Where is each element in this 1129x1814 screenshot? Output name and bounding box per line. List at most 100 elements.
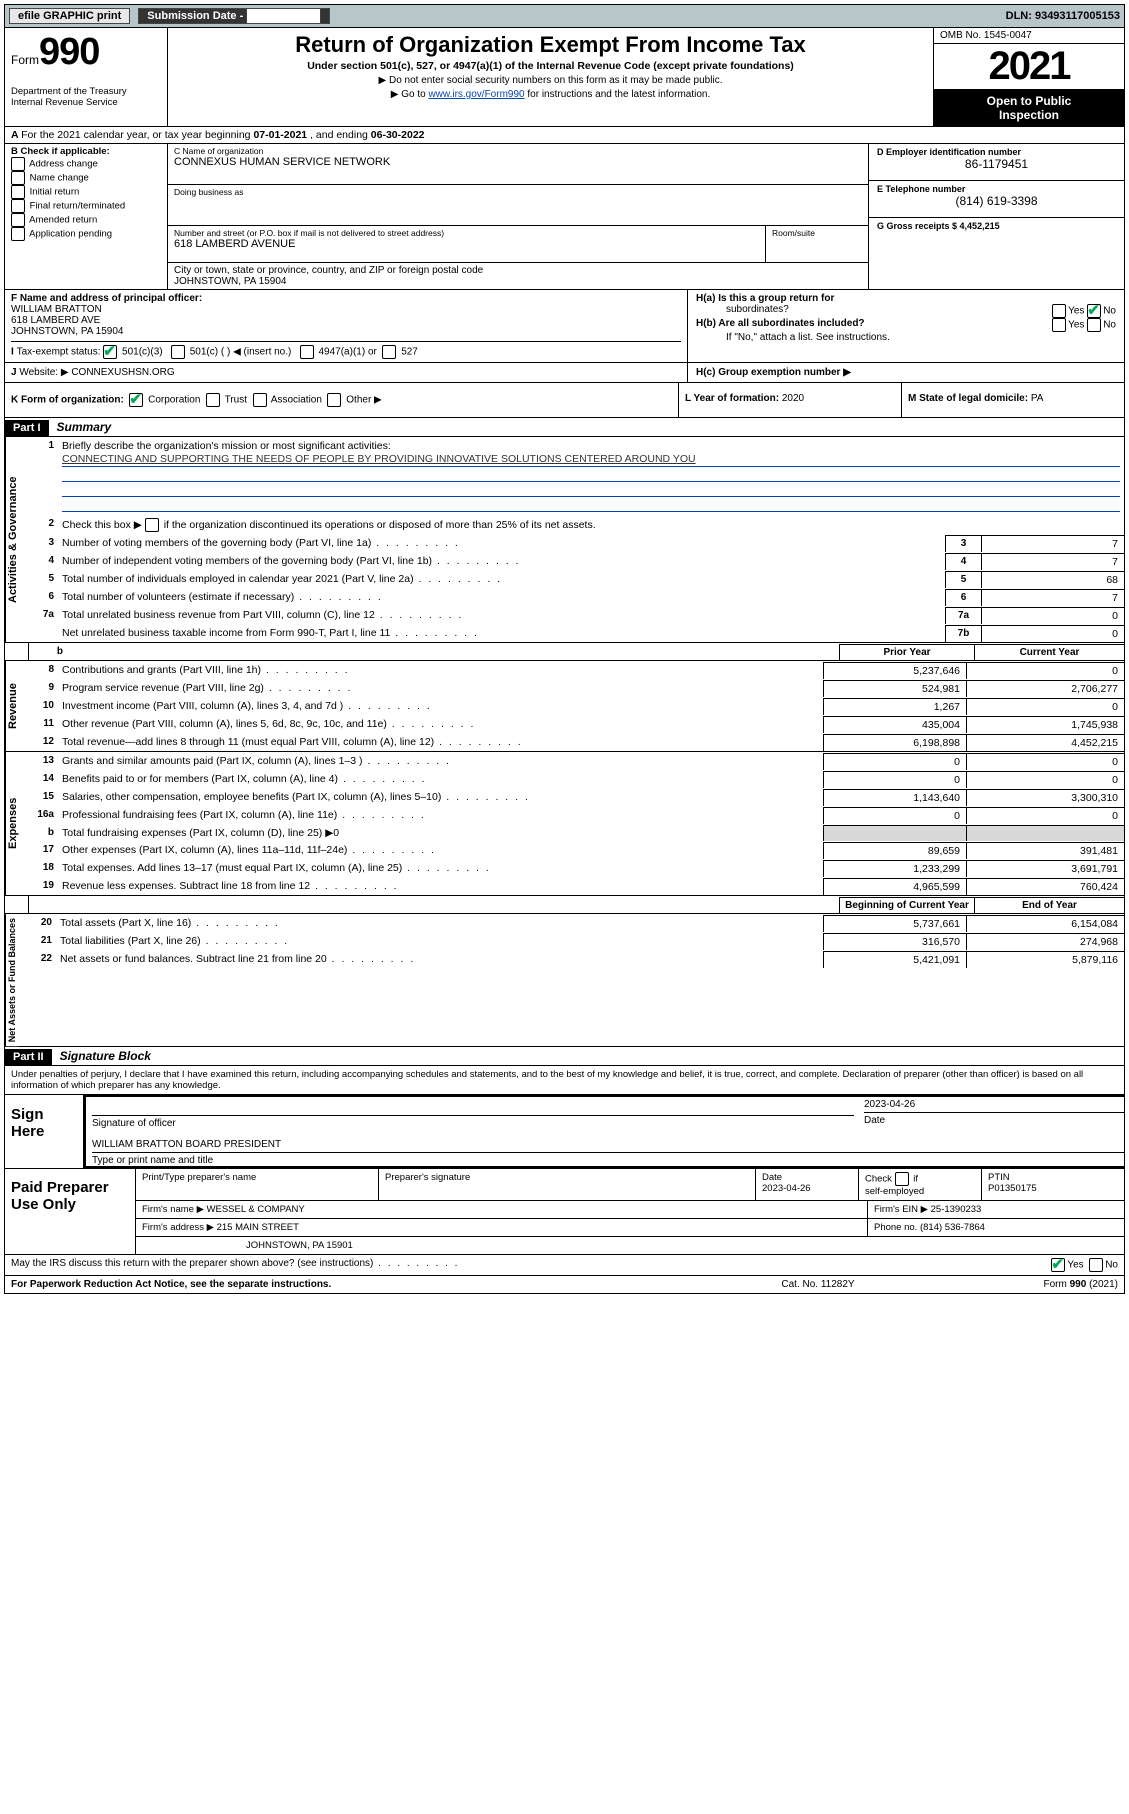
penalty-declaration: Under penalties of perjury, I declare th… bbox=[5, 1066, 1124, 1095]
ssn-warning: ▶ Do not enter social security numbers o… bbox=[178, 75, 923, 86]
vert-spacer bbox=[5, 643, 29, 660]
form-word: Form bbox=[11, 53, 39, 67]
dln: DLN: 93493117005153 bbox=[1006, 10, 1120, 22]
paid-preparer-block: Paid Preparer Use Only Print/Type prepar… bbox=[5, 1169, 1124, 1255]
line-b: bTotal fundraising expenses (Part IX, co… bbox=[20, 824, 1124, 841]
vert-label-balances: Net Assets or Fund Balances bbox=[5, 914, 18, 1046]
chk-501c[interactable] bbox=[171, 345, 185, 359]
page-footer: For Paperwork Reduction Act Notice, see … bbox=[5, 1276, 1124, 1293]
net-assets-block: Net Assets or Fund Balances 20Total asse… bbox=[5, 914, 1124, 1046]
street-label: Number and street (or P.O. box if mail i… bbox=[174, 228, 759, 238]
expenses-block: Expenses 13Grants and similar amounts pa… bbox=[5, 752, 1124, 896]
line-12: 12Total revenue—add lines 8 through 11 (… bbox=[20, 733, 1124, 751]
submission-date-label: Submission Date - 2023-04-27 bbox=[138, 10, 329, 22]
current-year-header: Current Year bbox=[974, 644, 1124, 660]
chk-name-change[interactable] bbox=[11, 171, 25, 185]
summary-line-7b: Net unrelated business taxable income fr… bbox=[20, 624, 1124, 642]
group-exemption: H(c) Group exemption number ▶ bbox=[688, 363, 1124, 382]
chk-association[interactable] bbox=[253, 393, 267, 407]
chk-initial-return[interactable] bbox=[11, 185, 25, 199]
part2-header: Part IISignature Block bbox=[5, 1047, 1124, 1066]
prep-sig-hdr: Preparer's signature bbox=[379, 1169, 756, 1200]
beginning-year-header: Beginning of Current Year bbox=[839, 897, 974, 913]
efile-print-button[interactable]: efile GRAPHIC print bbox=[9, 8, 130, 24]
line-14: 14Benefits paid to or for members (Part … bbox=[20, 770, 1124, 788]
line-10: 10Investment income (Part VIII, column (… bbox=[20, 697, 1124, 715]
form-title-block: Return of Organization Exempt From Incom… bbox=[168, 28, 933, 126]
street: 618 LAMBERD AVENUE bbox=[174, 238, 759, 250]
firm-phone: Phone no. (814) 536-7864 bbox=[868, 1219, 1124, 1236]
form-header: Form990 Department of the Treasury Inter… bbox=[5, 28, 1124, 127]
prep-self-employed: Check ifself-employed bbox=[859, 1169, 982, 1200]
b-stub: b bbox=[29, 644, 67, 660]
form-number: 990 bbox=[39, 31, 99, 73]
ein-label: D Employer identification number bbox=[877, 147, 1116, 157]
line-15: 15Salaries, other compensation, employee… bbox=[20, 788, 1124, 806]
mission-label: Briefly describe the organization's miss… bbox=[62, 440, 1120, 452]
footer-right: Form 990 (2021) bbox=[918, 1279, 1118, 1290]
form-id-block: Form990 Department of the Treasury Inter… bbox=[5, 28, 168, 126]
line-17: 17Other expenses (Part IX, column (A), l… bbox=[20, 841, 1124, 859]
website-hc-row: J Website: ▶ CONNEXUSHSN.ORG H(c) Group … bbox=[5, 363, 1124, 383]
firm-address: Firm's address ▶ 215 MAIN STREET bbox=[136, 1219, 868, 1236]
city-label: City or town, state or province, country… bbox=[174, 265, 862, 276]
chk-self-employed[interactable] bbox=[895, 1172, 909, 1186]
mission-blank-3 bbox=[62, 498, 1120, 512]
chk-discuss-yes[interactable] bbox=[1051, 1258, 1065, 1272]
chk-ha-no[interactable] bbox=[1087, 304, 1101, 318]
line-20: 20Total assets (Part X, line 16)5,737,66… bbox=[18, 914, 1124, 932]
year-of-formation: L Year of formation: 2020 bbox=[678, 383, 901, 417]
activities-governance-block: Activities & Governance 1 Briefly descri… bbox=[5, 437, 1124, 643]
chk-final-return[interactable] bbox=[11, 199, 25, 213]
efile-bar: efile GRAPHIC print Submission Date - 20… bbox=[5, 5, 1124, 28]
website: J Website: ▶ CONNEXUSHSN.ORG bbox=[5, 363, 688, 382]
chk-amended-return[interactable] bbox=[11, 213, 25, 227]
officer-name-label: Type or print name and title bbox=[92, 1155, 1124, 1166]
paid-preparer-label: Paid Preparer Use Only bbox=[5, 1169, 136, 1254]
prior-year-header: Prior Year bbox=[839, 644, 974, 660]
firm-name: Firm's name ▶ WESSEL & COMPANY bbox=[136, 1201, 868, 1218]
line-21: 21Total liabilities (Part X, line 26)316… bbox=[18, 932, 1124, 950]
chk-501c3[interactable] bbox=[103, 345, 117, 359]
line-8: 8Contributions and grants (Part VIII, li… bbox=[20, 661, 1124, 679]
principal-officer: F Name and address of principal officer:… bbox=[5, 290, 688, 362]
officer-name-title: WILLIAM BRATTON BOARD PRESIDENT bbox=[92, 1139, 1124, 1150]
group-return-block: H(a) Is this a group return for subordin… bbox=[688, 290, 1124, 362]
city-state-zip: JOHNSTOWN, PA 15904 bbox=[174, 276, 862, 287]
mission-text: CONNECTING AND SUPPORTING THE NEEDS OF P… bbox=[62, 453, 1120, 467]
chk-address-change[interactable] bbox=[11, 157, 25, 171]
chk-4947a1[interactable] bbox=[300, 345, 314, 359]
chk-trust[interactable] bbox=[206, 393, 220, 407]
instructions-link-line: ▶ Go to www.irs.gov/Form990 for instruct… bbox=[178, 89, 923, 100]
chk-ha-yes[interactable] bbox=[1052, 304, 1066, 318]
chk-other[interactable] bbox=[327, 393, 341, 407]
summary-line-3: 3Number of voting members of the governi… bbox=[20, 534, 1124, 552]
irs-link[interactable]: www.irs.gov/Form990 bbox=[428, 89, 524, 100]
chk-hb-yes[interactable] bbox=[1052, 318, 1066, 332]
chk-hb-no[interactable] bbox=[1087, 318, 1101, 332]
line-16a: 16aProfessional fundraising fees (Part I… bbox=[20, 806, 1124, 824]
chk-discuss-no[interactable] bbox=[1089, 1258, 1103, 1272]
chk-527[interactable] bbox=[382, 345, 396, 359]
b-stub-txt bbox=[67, 644, 839, 660]
summary-table: Activities & Governance 1 Briefly descri… bbox=[5, 437, 1124, 1047]
balance-header-row: Beginning of Current Year End of Year bbox=[5, 896, 1124, 914]
line-19: 19Revenue less expenses. Subtract line 1… bbox=[20, 877, 1124, 895]
summary-line-6: 6Total number of volunteers (estimate if… bbox=[20, 588, 1124, 606]
line-18: 18Total expenses. Add lines 13–17 (must … bbox=[20, 859, 1124, 877]
summary-line-4: 4Number of independent voting members of… bbox=[20, 552, 1124, 570]
ein-phone-gross: D Employer identification number 86-1179… bbox=[869, 144, 1124, 289]
sig-date: 2023-04-26 bbox=[864, 1099, 1124, 1110]
officer-group-block: F Name and address of principal officer:… bbox=[5, 290, 1124, 363]
gross-receipts: G Gross receipts $ 4,452,215 bbox=[877, 221, 1000, 231]
chk-application-pending[interactable] bbox=[11, 227, 25, 241]
vert-spacer-2 bbox=[5, 896, 29, 913]
chk-corporation[interactable] bbox=[129, 393, 143, 407]
form-subtitle: Under section 501(c), 527, or 4947(a)(1)… bbox=[178, 60, 923, 72]
vert-label-governance: Activities & Governance bbox=[5, 437, 20, 642]
firm-ein: Firm's EIN ▶ 25-1390233 bbox=[868, 1201, 1124, 1218]
chk-discontinued[interactable] bbox=[145, 518, 159, 532]
tax-exempt-status: I Tax-exempt status: 501(c)(3) 501(c) ( … bbox=[11, 341, 681, 359]
end-year-header: End of Year bbox=[974, 897, 1124, 913]
cat-no: Cat. No. 11282Y bbox=[718, 1279, 918, 1290]
